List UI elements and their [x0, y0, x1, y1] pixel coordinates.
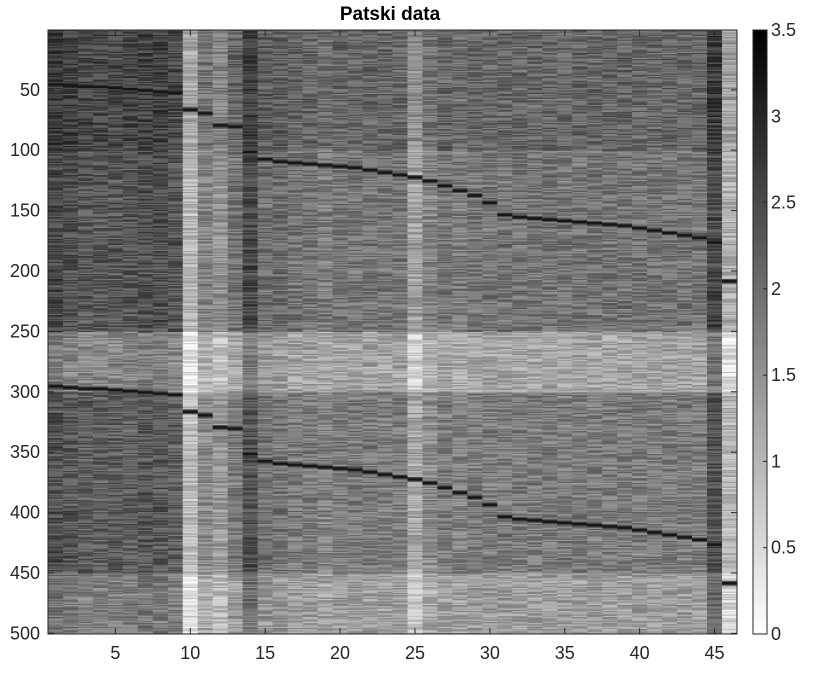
heatmap-column: [63, 30, 78, 634]
heatmap-column: [138, 30, 153, 634]
chart-title: Patski data: [340, 4, 441, 25]
heatmap-column: [153, 30, 168, 634]
heatmap-column: [93, 30, 108, 634]
heatmap-cells: [48, 30, 737, 634]
heatmap-column: [183, 30, 198, 634]
heatmap-column: [123, 30, 138, 634]
heatmap-column: [78, 30, 93, 634]
heatmap-column: [48, 30, 63, 634]
heatmap-column: [168, 30, 183, 634]
heatmap-column: [108, 30, 123, 634]
